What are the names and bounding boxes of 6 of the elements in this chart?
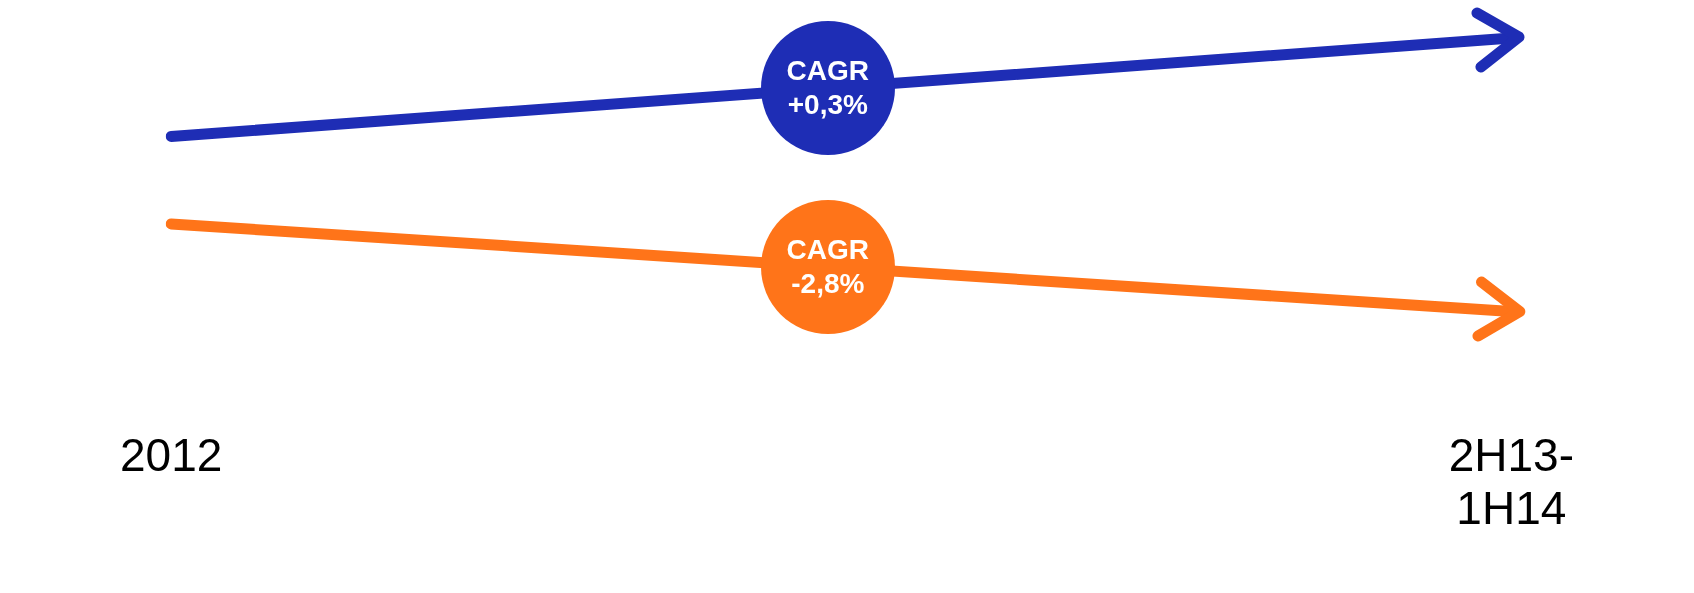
annotation: CAGR +0,3% (785, 54, 871, 123)
x-tick-label: 2H13-1H14 (1448, 428, 1574, 534)
circle-badge: CAGR +0,3% (760, 21, 895, 156)
annotation: CAGR -2,8% (785, 232, 871, 301)
x-tick-label: 2012 (119, 428, 223, 481)
circle-badge: CAGR -2,8% (760, 199, 895, 334)
